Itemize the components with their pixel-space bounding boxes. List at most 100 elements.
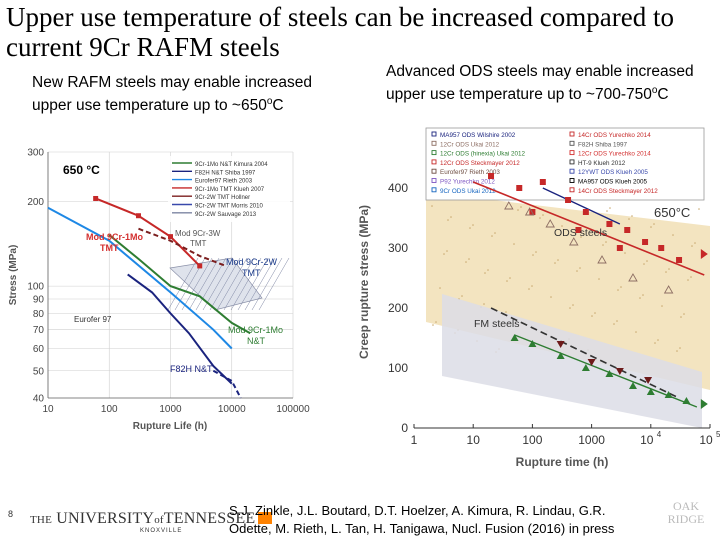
band-texture-dot (606, 210, 608, 212)
left-legend: 9Cr-1Mo N&T Kimura 2004 F82H N&T Shiba 19… (172, 162, 268, 218)
left-series-marker (93, 195, 99, 201)
fm-data-point (682, 397, 691, 404)
right-x-tick-exponent: 5 (716, 430, 720, 439)
fm-data-point (664, 391, 673, 398)
band-texture-dot (687, 279, 689, 281)
band-texture-dot (628, 218, 630, 220)
left-series-line (108, 234, 251, 335)
left-legend-entry: F82H N&T Shiba 1997 (195, 170, 256, 176)
anno-f82h-nt: F82H N&T (170, 364, 213, 374)
band-texture-dot (569, 307, 571, 309)
band-texture-dot (513, 243, 515, 245)
band-texture-dot (594, 312, 596, 314)
right-legend-entry: 14Cr ODS Yurechko 2014 (578, 132, 651, 139)
band-texture-dot (591, 315, 593, 317)
band-texture-dot (646, 260, 648, 262)
band-texture-dot (517, 209, 519, 211)
left-y-tick-label: 80 (33, 309, 45, 320)
fm-data-point-dark (615, 368, 624, 375)
band-texture-dot (432, 324, 434, 326)
band-texture-dot (624, 252, 626, 254)
ods-data-point (616, 245, 623, 251)
band-texture-dot (446, 250, 448, 252)
hatch-line (244, 257, 276, 311)
left-series-marker (135, 213, 141, 219)
ods-data-point (575, 227, 582, 233)
ods-data-point (642, 239, 649, 245)
band-texture-dot (643, 263, 645, 265)
right-trend-lines (472, 181, 705, 408)
band-texture-dot (465, 261, 467, 263)
band-texture-dot (694, 242, 696, 244)
hatch-line (223, 257, 255, 311)
anno-mod-9cr-2w-a: Mod 9Cr-2W (226, 257, 278, 267)
band-texture-dot (561, 225, 563, 227)
band-texture-dot (484, 272, 486, 274)
band-texture-dot (443, 253, 445, 255)
right-y-tick-label: 0 (401, 421, 408, 435)
right-legend-entry: 12YWT ODS Klueh 2005 (578, 169, 648, 176)
band-texture-dot (520, 206, 522, 208)
left-series-line (127, 273, 233, 385)
fm-data-point (628, 382, 637, 389)
band-texture-dot (494, 232, 496, 234)
page-number: 8 (8, 509, 14, 519)
left-y-tick-label: 300 (27, 148, 44, 159)
hatch-line (188, 257, 220, 311)
left-x-tick-label: 100000 (276, 404, 310, 415)
left-series-line (95, 197, 201, 267)
band-texture-dot (461, 295, 463, 297)
anno-eurofer97: Eurofer 97 (74, 315, 112, 324)
fm-data-point-dark (587, 359, 596, 366)
ods-data-point-open (504, 201, 514, 210)
ods-data-point (658, 245, 665, 251)
right-legend-entry: 12Cr ODS (hinexia) Ukai 2012 (440, 151, 526, 158)
band-texture-dot (676, 350, 678, 352)
left-series-line (138, 227, 227, 267)
right-caption: Advanced ODS steels may enable increased… (386, 63, 694, 104)
ods-data-point (676, 257, 683, 263)
band-texture-dot (635, 331, 637, 333)
band-texture-dot (605, 241, 607, 243)
right-x-tick-label: 10 (640, 433, 654, 447)
right-legend-marker (431, 150, 437, 156)
right-y-tick-label: 400 (388, 181, 408, 195)
right-legend-marker (431, 178, 437, 183)
left-legend-box (168, 156, 290, 222)
band-texture-dot (631, 215, 633, 217)
hatch-line (258, 257, 290, 311)
right-legend-marker (431, 131, 437, 137)
ods-trend-line (472, 181, 705, 276)
fm-data-point (528, 340, 537, 347)
band-texture-dot (690, 276, 692, 278)
anno-mod-9cr-3w-a: Mod 9Cr-3W (175, 229, 221, 238)
band-texture-dot (680, 316, 682, 318)
band-texture-dot (576, 270, 578, 272)
band-texture-dot (620, 286, 622, 288)
hatch-line (209, 257, 241, 311)
ods-data-point-open (597, 255, 607, 264)
band-texture-dot (617, 289, 619, 291)
fm-arrow-marker (700, 399, 708, 409)
band-texture-dot (653, 223, 655, 225)
ods-data-point (488, 173, 495, 179)
left-y-tick-label: 70 (33, 325, 45, 336)
band-texture-dot (650, 226, 652, 228)
right-y-tick-label: 100 (388, 361, 408, 375)
right-legend-entry: 14Cr ODS Steckmayer 2012 (578, 188, 658, 195)
band-texture-dot (665, 271, 667, 273)
right-legend-marker (431, 168, 437, 174)
right-x-tick-label: 10 (467, 433, 481, 447)
band-texture-dot (531, 285, 533, 287)
band-texture-dot (642, 294, 644, 296)
fm-data-point (556, 352, 565, 359)
right-x-tick-label: 1 (411, 433, 418, 447)
right-x-axis-label: Rupture time (h) (516, 455, 609, 469)
ods-data-point (582, 209, 589, 215)
band-texture-dot (691, 245, 693, 247)
right-x-tick-label: 10 (699, 433, 713, 447)
right-legend-marker (569, 150, 575, 156)
fm-steels-band (442, 294, 702, 428)
right-ods-chart: MA957 ODS Wilshire 2002 12Cr ODS Ukai 201… (357, 127, 720, 469)
